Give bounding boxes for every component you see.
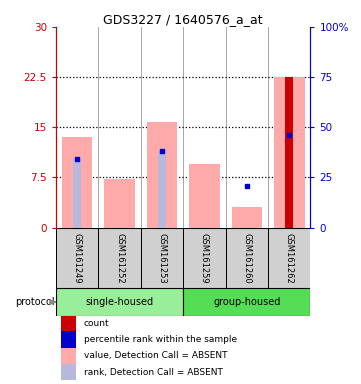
Text: protocol: protocol [16,297,55,307]
Bar [274,77,305,228]
Bar [98,228,141,288]
Text: group-housed: group-housed [213,297,280,307]
Bar [61,331,76,348]
Bar [147,122,177,228]
Text: GSM161249: GSM161249 [73,233,82,283]
Bar [285,77,293,228]
Bar [56,288,183,316]
Bar [73,159,81,228]
Bar [61,364,76,381]
Text: rank, Detection Call = ABSENT: rank, Detection Call = ABSENT [84,367,223,377]
Text: GSM161260: GSM161260 [242,233,251,283]
Text: GSM161259: GSM161259 [200,233,209,283]
Title: GDS3227 / 1640576_a_at: GDS3227 / 1640576_a_at [103,13,263,26]
Bar [286,135,293,228]
Bar [141,228,183,288]
Bar [183,228,226,288]
Bar [226,228,268,288]
Bar [56,228,98,288]
Bar [231,207,262,228]
Text: GSM161252: GSM161252 [115,233,124,283]
Text: count: count [84,319,110,328]
Bar [62,137,92,228]
Text: percentile rank within the sample: percentile rank within the sample [84,335,237,344]
Bar [61,348,76,364]
Text: GSM161262: GSM161262 [285,233,294,283]
Bar [268,228,310,288]
Bar [104,179,135,228]
Text: GSM161253: GSM161253 [157,233,166,283]
Bar [158,151,166,228]
Text: single-housed: single-housed [86,297,154,307]
Bar [61,315,76,332]
Bar [183,288,310,316]
Bar [189,164,220,228]
Text: value, Detection Call = ABSENT: value, Detection Call = ABSENT [84,351,227,361]
